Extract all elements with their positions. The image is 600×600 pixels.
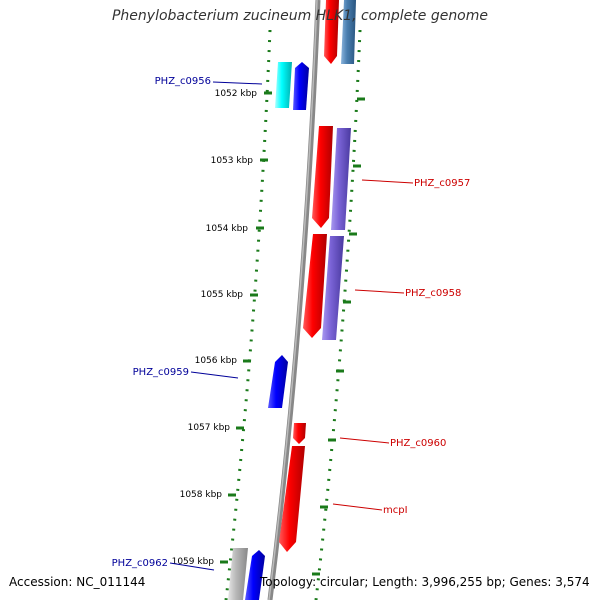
topology-text: Topology: circular; Length: 3,996,255 bp… [260, 575, 590, 589]
tick-label-1054: 1054 kbp [206, 224, 249, 234]
gene-phz-c0958-red[interactable] [303, 234, 327, 338]
gene-label-phz-c0960[interactable]: PHZ_c0960 [390, 438, 446, 449]
tick-label-1052: 1052 kbp [215, 89, 258, 99]
gene-label-phz-c0962[interactable]: PHZ_c0962 [112, 558, 168, 569]
genome-backbone [267, 0, 321, 600]
gene-phz-c0957-red[interactable] [312, 126, 333, 228]
gene-label-phz-c0958[interactable]: PHZ_c0958 [405, 288, 461, 299]
tick-label-1053: 1053 kbp [211, 156, 254, 166]
gene-phz-c0958-purple[interactable] [322, 236, 344, 340]
tick-label-1056: 1056 kbp [195, 356, 238, 366]
gene-phz-c0959-blue[interactable] [268, 355, 288, 408]
gene-phz-c0956-cyan[interactable] [275, 62, 292, 108]
tick-label-1059: 1059 kbp [172, 557, 215, 567]
tick-label-1055: 1055 kbp [201, 290, 244, 300]
accession-text: Accession: NC_011144 [9, 575, 146, 589]
tick-marks [220, 91, 272, 564]
callout-lines [169, 81, 414, 571]
gene-top-steel[interactable] [341, 0, 356, 64]
outer-tick-marks [312, 97, 365, 576]
gene-label-mcpi[interactable]: mcpI [383, 505, 408, 516]
gene-top-red[interactable] [324, 0, 339, 64]
gene-phz-c0956-blue[interactable] [293, 62, 309, 110]
gene-label-phz-c0956[interactable]: PHZ_c0956 [155, 76, 211, 87]
gene-mcpi-red[interactable] [279, 446, 305, 552]
gene-phz-c0962-blue[interactable] [245, 550, 265, 600]
tick-label-1057: 1057 kbp [188, 423, 231, 433]
map-title: Phenylobacterium zucineum HLK1, complete… [111, 8, 489, 24]
gene-phz-c0957-purple[interactable] [331, 128, 351, 230]
genome-backbone-highlight [268, 0, 318, 600]
gene-label-phz-c0959[interactable]: PHZ_c0959 [133, 367, 189, 378]
gene-phz-c0962-gray[interactable] [228, 548, 248, 600]
tick-label-1058: 1058 kbp [180, 490, 223, 500]
gene-label-phz-c0957[interactable]: PHZ_c0957 [414, 178, 470, 189]
gene-phz-c0960-red[interactable] [293, 423, 306, 444]
outer-tick-rail [314, 29, 362, 600]
inner-tick-rail [224, 29, 272, 600]
